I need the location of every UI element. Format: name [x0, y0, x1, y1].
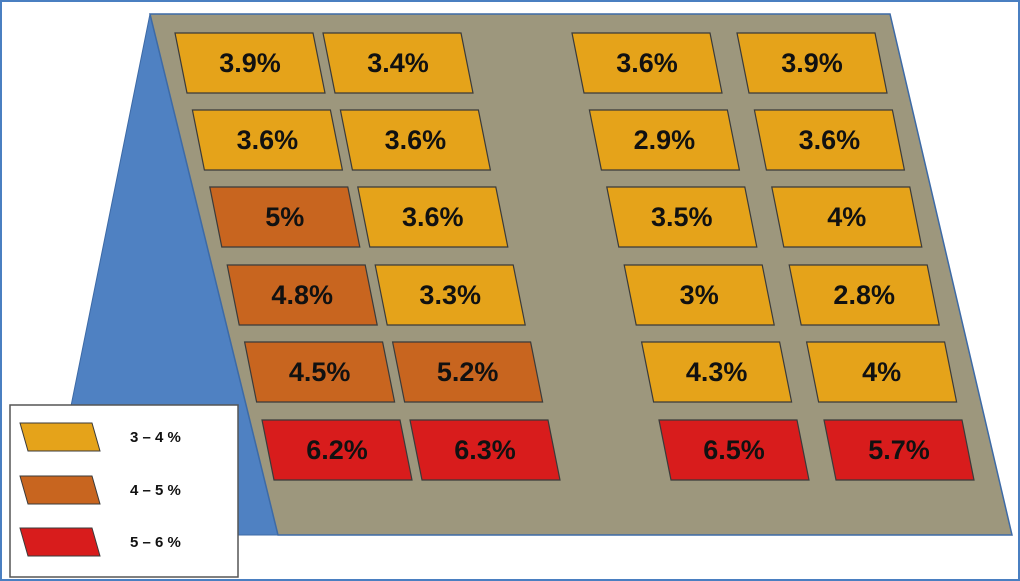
- cell: [209, 186, 361, 248]
- legend-swatch: [19, 475, 101, 505]
- cell: [191, 109, 344, 171]
- cell-label: 3.9%: [219, 48, 281, 78]
- cell-label: 3.6%: [237, 125, 299, 155]
- cell-label: 6.2%: [306, 435, 368, 465]
- cell: [823, 419, 975, 481]
- cell-label: 4.8%: [271, 280, 333, 310]
- cell-label: 2.8%: [833, 280, 895, 310]
- cell-label: 3.5%: [651, 202, 713, 232]
- cell: [753, 109, 906, 171]
- cell-label: 5.2%: [437, 357, 499, 387]
- legend-label: 4 – 5 %: [130, 482, 181, 499]
- cell: [771, 186, 923, 248]
- cell-label: 4%: [862, 357, 901, 387]
- cell: [658, 419, 810, 481]
- cell-label: 2.9%: [634, 125, 696, 155]
- cell: [623, 264, 775, 326]
- cell: [606, 186, 758, 248]
- cell-label: 3.3%: [419, 280, 481, 310]
- legend-swatch: [19, 422, 101, 452]
- cell: [788, 264, 940, 326]
- cell: [374, 264, 526, 326]
- cell-label: 5.7%: [868, 435, 930, 465]
- cell-label: 3.6%: [616, 48, 678, 78]
- cell: [805, 341, 958, 403]
- cell-label: 3.6%: [385, 125, 447, 155]
- cell: [571, 32, 723, 94]
- cell: [243, 341, 396, 403]
- cell-label: 3.6%: [799, 125, 861, 155]
- cell-label: 5%: [265, 202, 304, 232]
- cell-label: 4.3%: [686, 357, 748, 387]
- cell: [226, 264, 378, 326]
- cell: [409, 419, 561, 481]
- cell-label: 6.3%: [454, 435, 516, 465]
- cell: [322, 32, 474, 94]
- legend-label: 3 – 4 %: [130, 429, 181, 446]
- cell-label: 4%: [827, 202, 866, 232]
- cell-grid: 3.9% 3.4% 3.6% 3.9% 3.6% 3.6% 2.9% 3.6% 5% 3.6% 3.…: [174, 32, 975, 481]
- cell: [339, 109, 492, 171]
- cell-label: 4.5%: [289, 357, 351, 387]
- cell-label: 3.6%: [402, 202, 464, 232]
- cell: [174, 32, 326, 94]
- cell: [261, 419, 413, 481]
- cell-label: 6.5%: [703, 435, 765, 465]
- cell: [736, 32, 888, 94]
- legend-label: 5 – 6 %: [130, 534, 181, 551]
- cell: [391, 341, 544, 403]
- cell: [640, 341, 793, 403]
- cell: [357, 186, 509, 248]
- cell-label: 3%: [680, 280, 719, 310]
- cell: [588, 109, 741, 171]
- legend: 3 – 4 % 4 – 5 % 5 – 6 %: [19, 422, 181, 557]
- legend-swatch: [19, 527, 101, 557]
- cell-label: 3.4%: [367, 48, 429, 78]
- cell-label: 3.9%: [781, 48, 843, 78]
